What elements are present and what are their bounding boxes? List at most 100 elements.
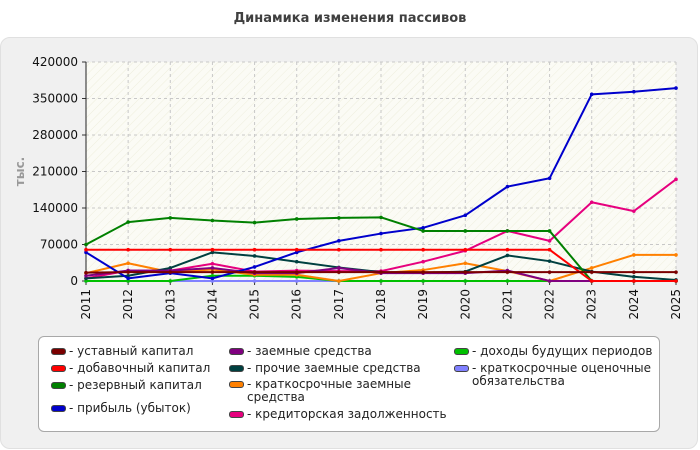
data-point bbox=[547, 239, 552, 243]
data-point bbox=[84, 270, 88, 275]
data-point bbox=[168, 247, 173, 252]
data-point bbox=[463, 247, 468, 252]
x-tick-label: 2020 bbox=[458, 289, 472, 320]
data-point bbox=[547, 279, 552, 283]
legend-label: - добавочный капитал bbox=[69, 362, 210, 375]
data-point bbox=[337, 239, 341, 243]
data-point bbox=[547, 176, 552, 181]
data-point bbox=[294, 270, 299, 274]
data-point bbox=[84, 276, 88, 281]
legend-label-line: - добавочный капитал bbox=[69, 361, 211, 375]
legend-swatch bbox=[229, 365, 244, 372]
x-tick-label: 2017 bbox=[332, 289, 346, 320]
data-point bbox=[126, 247, 130, 252]
data-point bbox=[379, 247, 383, 252]
legend-label-line: - прибыль (убыток) bbox=[69, 401, 191, 415]
legend-label-line: - прочие заемные средства bbox=[247, 361, 421, 375]
data-point bbox=[252, 247, 257, 252]
legend-label-line: - заемные средства bbox=[247, 344, 372, 358]
data-point bbox=[632, 89, 636, 94]
y-tick-label: 280000 bbox=[32, 128, 78, 142]
data-point bbox=[632, 275, 636, 279]
data-point bbox=[126, 261, 130, 266]
data-point bbox=[337, 279, 341, 283]
data-point bbox=[168, 279, 173, 283]
y-tick-label: 210000 bbox=[32, 165, 78, 179]
x-tick-label: 2023 bbox=[585, 289, 599, 320]
data-point bbox=[294, 247, 299, 252]
data-point bbox=[126, 270, 130, 274]
legend-label-line: средства bbox=[247, 390, 305, 404]
data-point bbox=[421, 259, 425, 264]
data-point bbox=[547, 247, 552, 252]
data-point bbox=[294, 279, 299, 283]
data-point bbox=[505, 253, 510, 258]
data-point bbox=[84, 242, 88, 247]
x-tick-label: 2018 bbox=[374, 289, 388, 320]
data-point bbox=[589, 266, 594, 270]
data-point bbox=[379, 270, 383, 274]
data-point bbox=[252, 279, 257, 283]
data-point bbox=[252, 220, 257, 225]
data-point bbox=[674, 177, 678, 182]
data-point bbox=[84, 279, 88, 283]
legend-label: - уставный капитал bbox=[69, 345, 193, 358]
x-tick-label: 2011 bbox=[79, 289, 93, 320]
data-point bbox=[589, 200, 594, 205]
data-point bbox=[547, 259, 552, 263]
data-point bbox=[337, 216, 341, 220]
data-point bbox=[505, 184, 510, 189]
data-point bbox=[168, 216, 173, 220]
x-tick-label: 2019 bbox=[416, 289, 430, 320]
data-point bbox=[252, 254, 257, 258]
data-point bbox=[379, 231, 383, 236]
data-point bbox=[210, 266, 215, 270]
data-point bbox=[210, 261, 215, 266]
x-tick-label: 2025 bbox=[669, 289, 683, 320]
data-point bbox=[421, 229, 425, 233]
legend-label-line: - краткосрочные заемные bbox=[247, 377, 411, 391]
legend-label: - кредиторская задолженность bbox=[247, 408, 447, 421]
data-point bbox=[547, 270, 552, 274]
data-point bbox=[674, 86, 678, 90]
data-point bbox=[505, 279, 510, 283]
y-tick-label: 350000 bbox=[32, 92, 78, 106]
data-point bbox=[632, 253, 636, 257]
data-point bbox=[421, 247, 425, 252]
x-tick-label: 2016 bbox=[290, 289, 304, 320]
legend-swatch bbox=[229, 411, 244, 418]
data-point bbox=[84, 250, 88, 255]
legend-label: - прочие заемные средства bbox=[247, 362, 421, 375]
data-point bbox=[126, 276, 130, 281]
legend-label-line: - резервный капитал bbox=[69, 378, 202, 392]
y-axis-label: тыс. bbox=[13, 157, 27, 186]
data-point bbox=[337, 270, 341, 274]
data-point bbox=[505, 229, 510, 233]
data-point bbox=[421, 270, 425, 274]
data-point bbox=[210, 270, 215, 274]
data-point bbox=[252, 270, 257, 274]
data-point bbox=[252, 265, 257, 269]
x-tick-label: 2013 bbox=[163, 289, 177, 320]
legend-label-line: обязательства bbox=[472, 374, 565, 388]
data-point bbox=[632, 209, 636, 213]
data-point bbox=[210, 218, 215, 223]
legend-label: - прибыль (убыток) bbox=[69, 402, 191, 415]
data-point bbox=[421, 226, 425, 230]
legend-swatch bbox=[229, 381, 244, 388]
data-point bbox=[463, 279, 468, 283]
legend-swatch bbox=[454, 348, 469, 355]
data-point bbox=[505, 247, 510, 252]
data-point bbox=[210, 250, 215, 255]
data-point bbox=[463, 229, 468, 233]
data-point bbox=[126, 279, 130, 283]
data-point bbox=[589, 270, 594, 274]
data-point bbox=[632, 279, 636, 283]
legend-label: - краткосрочные оценочные обязательства bbox=[472, 362, 651, 388]
x-tick-label: 2012 bbox=[121, 289, 135, 320]
y-tick-label: 70000 bbox=[40, 238, 78, 252]
data-point bbox=[463, 270, 468, 274]
data-point bbox=[632, 270, 636, 274]
data-point bbox=[589, 279, 594, 283]
